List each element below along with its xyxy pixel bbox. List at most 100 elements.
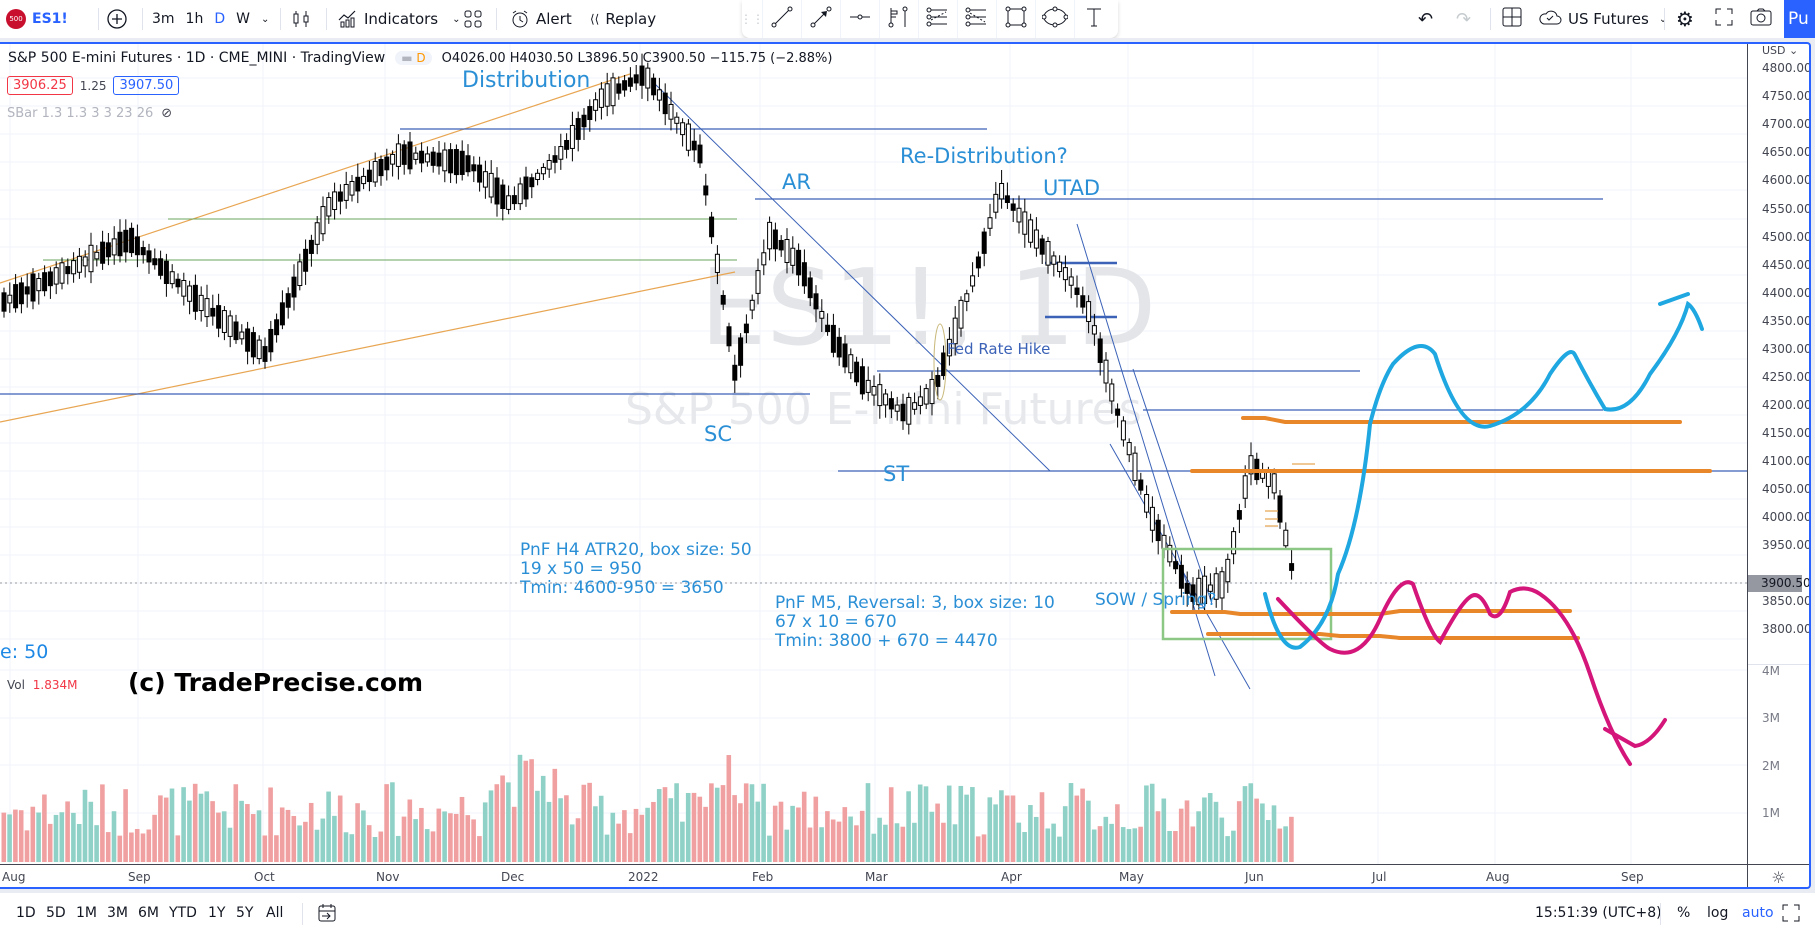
interval-w[interactable]: W	[236, 11, 250, 27]
price-axis[interactable]: USD ⌄ 4800.00 4750.00 4700.00 4650.00 46…	[1747, 44, 1809, 864]
settings-button[interactable]: ⚙	[1676, 0, 1694, 38]
price-label: 4800.00	[1762, 61, 1811, 75]
gear-icon: ⚙	[1676, 7, 1694, 31]
annotation-st[interactable]: ST	[883, 462, 910, 486]
price-label: 4400.00	[1762, 286, 1811, 300]
chevron-down-icon[interactable]: ⌄	[452, 13, 461, 25]
go-to-date-button[interactable]	[318, 903, 336, 927]
annotation-fed-rate-hike[interactable]: Fed Rate Hike	[947, 340, 1051, 358]
text-tool[interactable]	[1074, 0, 1113, 38]
chart-type-button[interactable]	[292, 0, 310, 38]
time-label: May	[1119, 870, 1144, 884]
templates-button[interactable]	[464, 0, 482, 38]
symbol-name: ES1!	[32, 11, 68, 27]
time-axis[interactable]: Aug Sep Oct Nov Dec 2022 Feb Mar Apr May…	[0, 864, 1809, 887]
indicators-label: Indicators	[364, 10, 439, 28]
annotation-cut-text[interactable]: e: 50	[0, 641, 49, 663]
time-label: Oct	[254, 870, 275, 884]
ellipse-tool[interactable]	[1035, 0, 1074, 38]
arrow-tool[interactable]	[801, 0, 840, 38]
horizontal-ray-tool[interactable]	[840, 0, 879, 38]
fullscreen-button[interactable]	[1714, 0, 1734, 38]
indicators-button[interactable]: Indicators ⌄	[338, 0, 461, 38]
log-toggle[interactable]: log	[1707, 905, 1729, 921]
rectangle-tool[interactable]	[996, 0, 1035, 38]
legend-title[interactable]: S&P 500 E-mini Futures · 1D · CME_MINI ·…	[8, 50, 386, 66]
range-1m[interactable]: 1M	[76, 905, 97, 921]
currency-selector[interactable]: USD ⌄	[1762, 44, 1799, 57]
range-1d[interactable]: 1D	[16, 905, 36, 921]
price-label: 4750.00	[1762, 89, 1811, 103]
annotation-pnf-h4[interactable]: PnF H4 ATR20, box size: 50 19 x 50 = 950…	[520, 540, 752, 598]
chart-pane: ES1!, 1D S&P 500 E-mini Futures	[0, 42, 1811, 889]
range-3m[interactable]: 3M	[107, 905, 128, 921]
bid-price[interactable]: 3906.25	[7, 76, 73, 95]
redo-button[interactable]: ↷	[1456, 0, 1471, 38]
annotation-redistribution[interactable]: Re-Distribution?	[900, 144, 1068, 168]
range-all[interactable]: All	[266, 905, 284, 921]
axis-settings-button[interactable]: ☼	[1747, 865, 1809, 887]
time-label: 2022	[628, 870, 659, 884]
price-plot-area[interactable]: ES1!, 1D S&P 500 E-mini Futures	[0, 44, 1747, 864]
volume-legend[interactable]: Vol 1.834M	[7, 678, 78, 692]
publish-button[interactable]: Pu	[1784, 0, 1815, 38]
undo-button[interactable]: ↶	[1418, 0, 1433, 38]
trend-line-tool[interactable]	[762, 0, 801, 38]
redo-icon: ↷	[1456, 8, 1472, 30]
range-ytd[interactable]: YTD	[169, 905, 197, 921]
annotation-sc[interactable]: SC	[704, 422, 732, 446]
time-label: Jul	[1372, 870, 1387, 884]
price-label: 4600.00	[1762, 173, 1811, 187]
fullscreen-icon	[1714, 7, 1734, 31]
replay-button[interactable]: ⟨⟨ Replay	[590, 0, 656, 38]
compare-button[interactable]	[106, 0, 128, 38]
volume-scale-label: 3M	[1762, 711, 1780, 725]
pitchfork-tool[interactable]	[879, 0, 918, 38]
price-label: 4650.00	[1762, 145, 1811, 159]
price-label: 3950.00	[1762, 538, 1811, 552]
fib-extension-icon	[965, 6, 989, 32]
interval-d[interactable]: D	[214, 11, 226, 27]
spread: 1.25	[79, 78, 107, 93]
eye-hidden-icon[interactable]: ⊘	[161, 106, 173, 121]
layout-name-button[interactable]: US Futures ⌄	[1538, 0, 1667, 38]
range-5d[interactable]: 5D	[46, 905, 66, 921]
snapshot-button[interactable]	[1750, 0, 1772, 38]
volume-scale-label: 2M	[1762, 759, 1780, 773]
chevron-down-icon[interactable]: ⌄	[260, 13, 270, 25]
layout-button[interactable]	[1502, 0, 1522, 38]
auto-toggle[interactable]: auto	[1742, 905, 1774, 921]
undo-icon: ↶	[1418, 8, 1434, 30]
alert-button[interactable]: Alert	[510, 0, 572, 38]
annotation-sow-spring[interactable]: SOW / Spring?	[1095, 590, 1217, 610]
replay-label: Replay	[605, 10, 657, 28]
copyright-watermark[interactable]: (c) TradePrecise.com	[128, 668, 424, 697]
range-5y[interactable]: 5Y	[236, 905, 254, 921]
annotation-pnf-m5[interactable]: PnF M5, Reversal: 3, box size: 10 67 x 1…	[775, 593, 1055, 651]
range-6m[interactable]: 6M	[138, 905, 159, 921]
interval-3m[interactable]: 3m	[152, 11, 175, 27]
trend-line-icon	[771, 6, 793, 32]
time-label: Jun	[1245, 870, 1264, 884]
ask-price[interactable]: 3907.50	[113, 76, 180, 95]
percent-toggle[interactable]: %	[1677, 905, 1691, 921]
price-label: 4300.00	[1762, 342, 1811, 356]
clock[interactable]: 15:51:39 (UTC+8)	[1535, 905, 1662, 921]
drag-handle-icon[interactable]: ⋮⋮	[740, 12, 764, 26]
plus-circle-icon	[106, 8, 128, 30]
fib-retracement-tool[interactable]	[918, 0, 957, 38]
volume-scale-label: 4M	[1762, 664, 1780, 678]
price-label: 3850.00	[1762, 594, 1811, 608]
time-label: Aug	[2, 870, 26, 884]
annotation-ar[interactable]: AR	[782, 170, 811, 194]
annotation-distribution[interactable]: Distribution	[462, 68, 591, 93]
fullscreen-chart-button[interactable]	[1782, 904, 1800, 926]
price-label: 4700.00	[1762, 117, 1811, 131]
indicator-legend[interactable]: SBar 1.3 1.3 3 3 23 26 ⊘	[7, 106, 172, 121]
symbol-search[interactable]: 500 ES1!	[6, 0, 68, 38]
indicator-label: SBar 1.3 1.3 3 3 23 26	[7, 106, 154, 121]
fib-extension-tool[interactable]	[957, 0, 996, 38]
range-1y[interactable]: 1Y	[208, 905, 226, 921]
annotation-utad[interactable]: UTAD	[1043, 176, 1101, 200]
interval-1h[interactable]: 1h	[185, 11, 204, 27]
